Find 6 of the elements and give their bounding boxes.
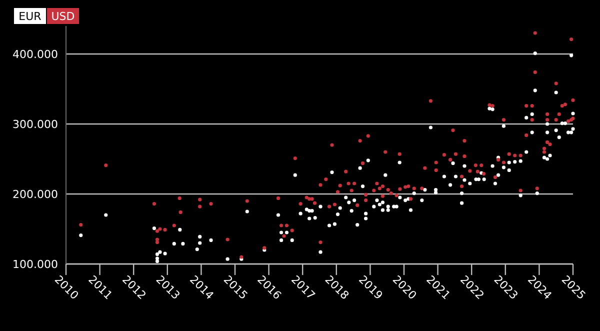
text: USD [51,10,75,23]
y-tick-label: 300.000 [12,118,58,131]
y-tick-label: 400.000 [12,48,58,61]
text: EUR [18,10,42,23]
y-tick-label: 200.000 [12,188,58,201]
y-tick-label: 100.000 [12,258,58,271]
